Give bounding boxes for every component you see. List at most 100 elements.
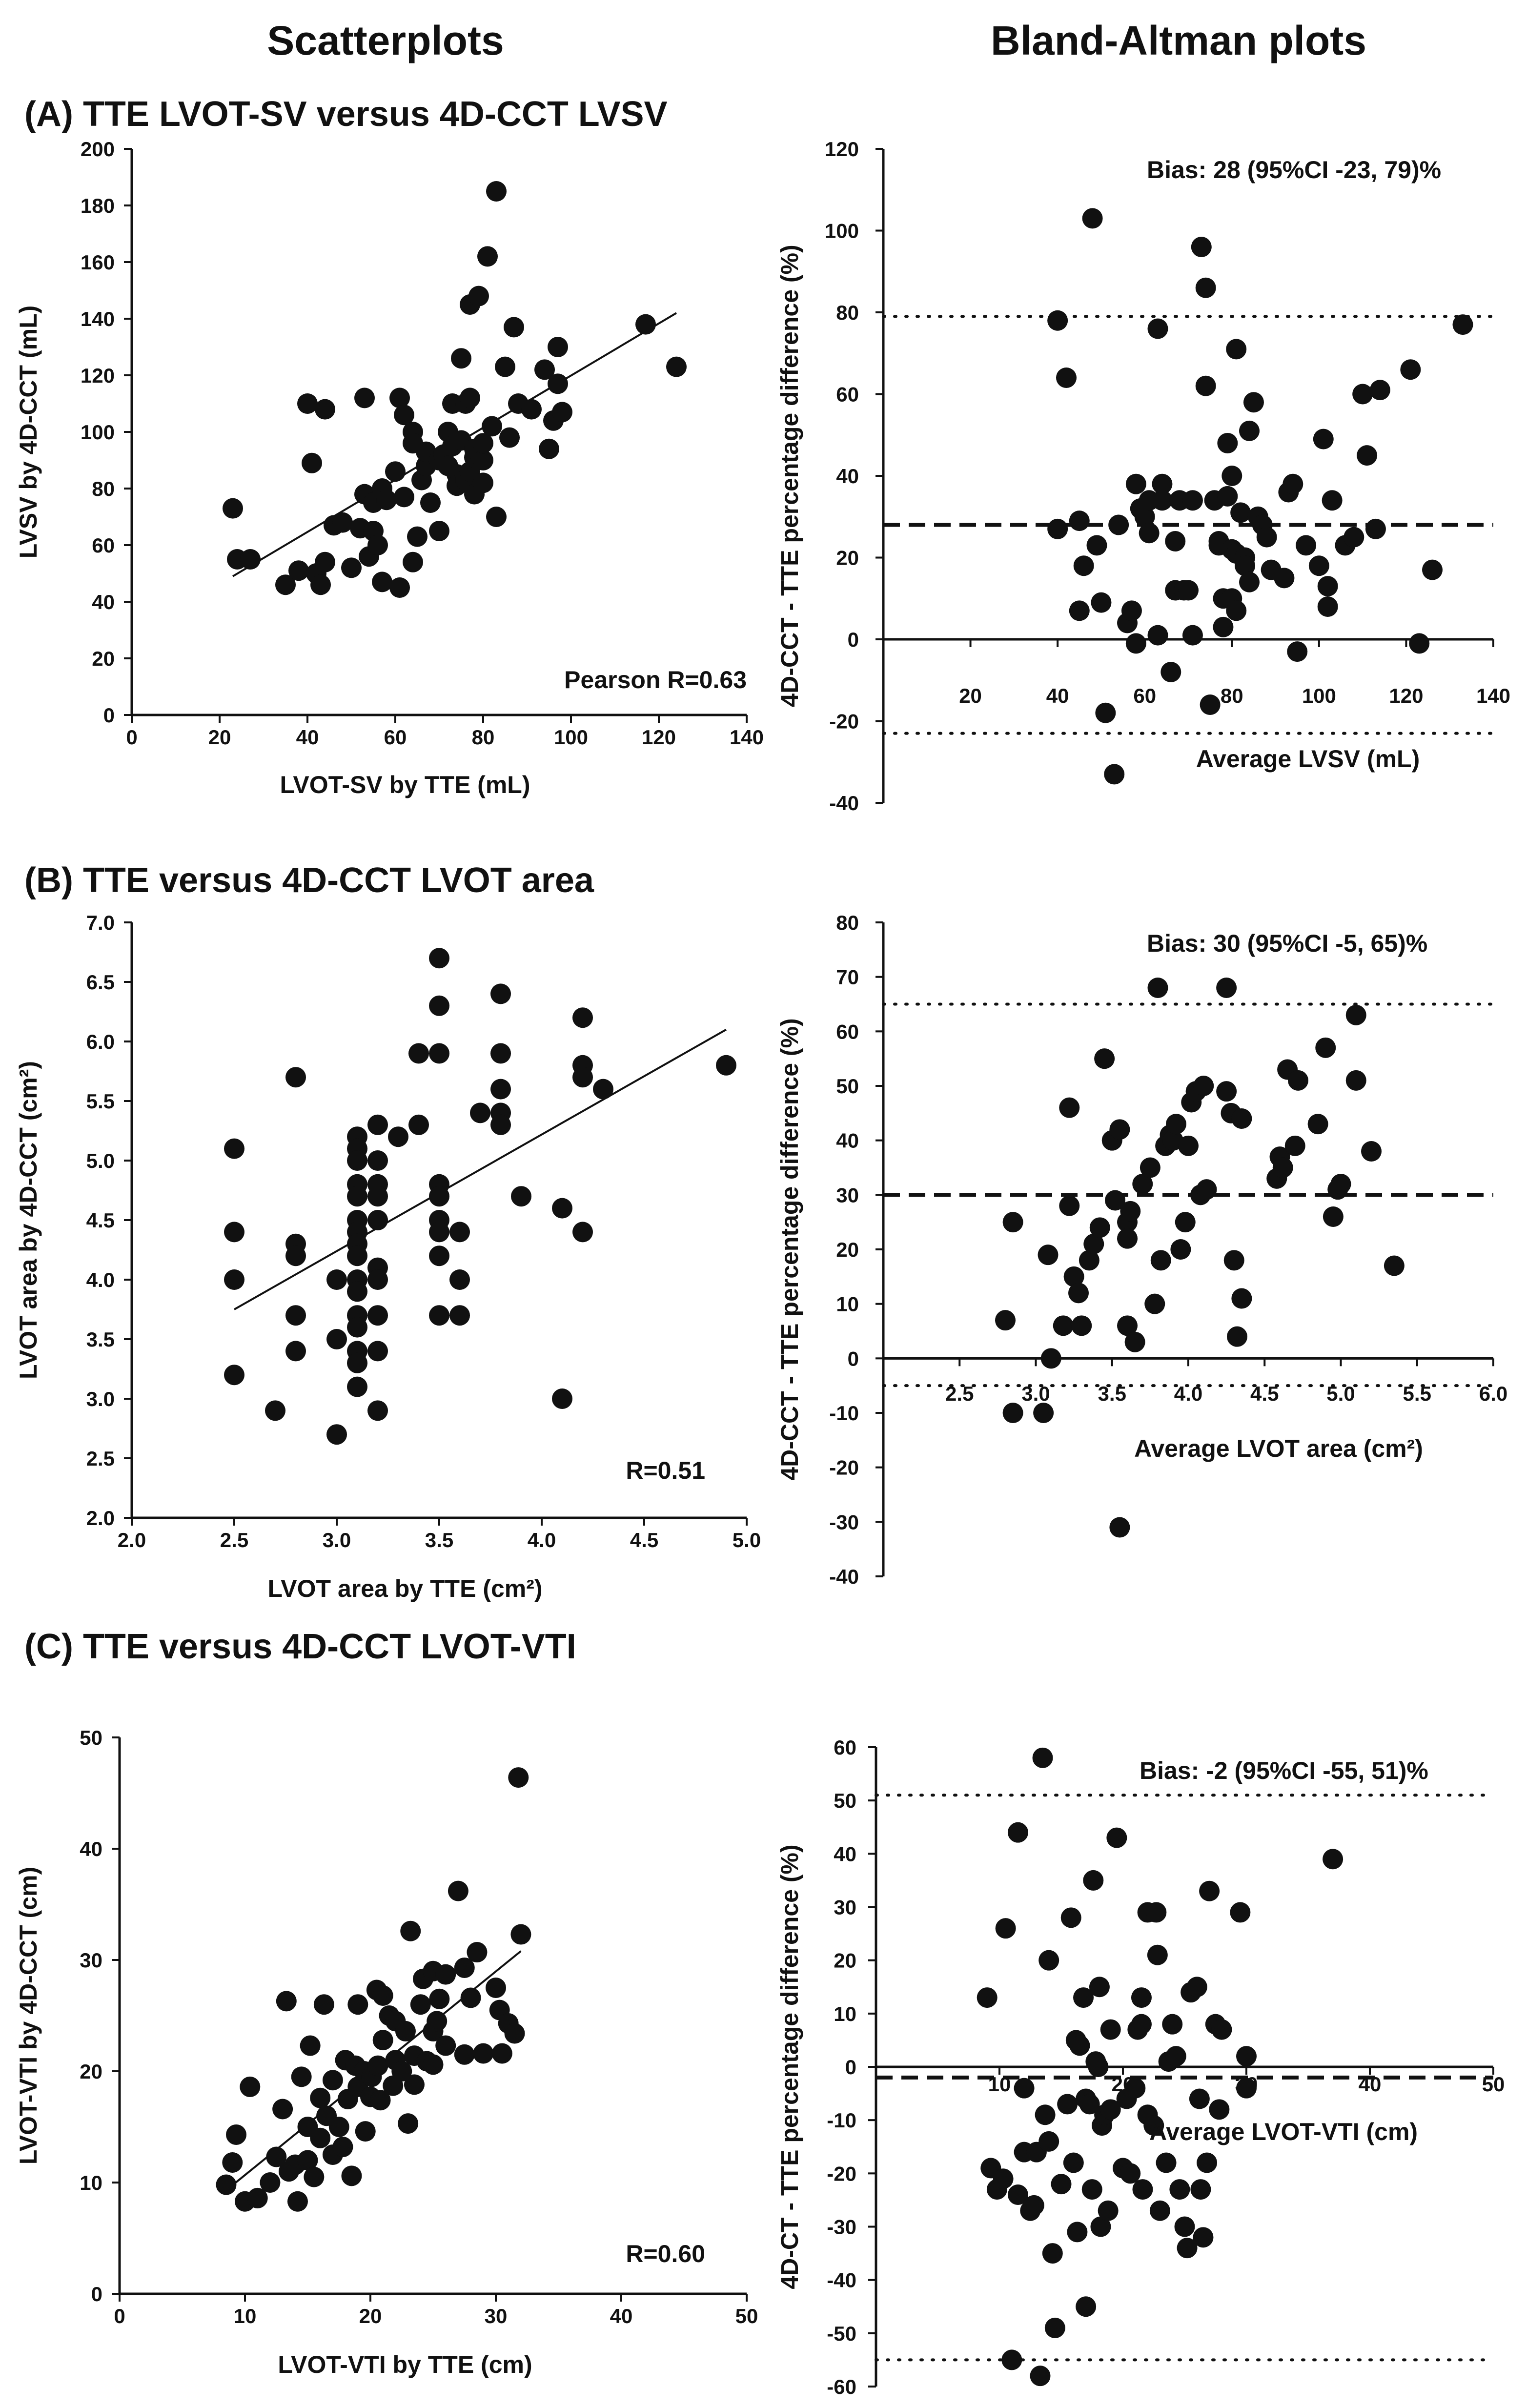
data-point [1211,2019,1232,2040]
data-point [473,472,493,493]
data-point [1239,571,1260,592]
data-point [1047,310,1068,331]
data-point [1079,1250,1099,1271]
data-point [1344,527,1364,548]
data-point [223,498,243,519]
x-tick-label: 140 [1476,684,1510,707]
data-point [347,1281,367,1302]
data-point [1083,1870,1104,1891]
data-point [572,1222,593,1243]
data-point [313,1994,334,2015]
data-point [1098,2200,1119,2221]
header-right-title: Bland-Altman plots [991,18,1366,63]
data-point [552,1388,572,1409]
data-point [1100,2099,1121,2120]
data-point [486,507,507,527]
y-tick-label: 50 [834,1789,856,1812]
y-tick-label: 2.5 [86,1447,115,1470]
y-tick-label: 120 [825,138,859,161]
data-point [508,1767,529,1788]
data-point [315,399,335,420]
data-point [372,1985,393,2006]
data-point [1095,702,1116,723]
y-tick-label: 2.0 [86,1507,115,1530]
data-point [398,2113,419,2134]
data-point [1014,2078,1035,2099]
data-point [473,2043,494,2064]
data-point [977,1987,998,2008]
data-point [1147,625,1168,646]
data-point [389,388,410,408]
data-point [367,1341,388,1362]
y-tick-label: 3.5 [86,1328,115,1351]
data-point [1288,1070,1308,1091]
data-point [1081,2179,1102,2200]
data-point [408,1043,429,1064]
data-point [1082,208,1103,229]
y-tick-label: 160 [81,251,115,274]
data-point [1178,1135,1199,1156]
data-point [1076,2296,1097,2317]
data-point [1223,1250,1244,1271]
x-tick-label: 30 [485,2305,508,2327]
data-point [347,1186,367,1207]
data-point [222,2152,243,2173]
y-tick-label: 70 [836,966,859,989]
data-point [1422,559,1443,580]
y-tick-label: -40 [829,1565,859,1588]
chart-annotation: Bias: -2 (95%CI -55, 51)% [1140,1757,1428,1784]
data-point [1067,2222,1088,2243]
y-tick-label: 140 [81,307,115,330]
data-point [354,388,375,408]
data-point [1117,1228,1138,1249]
data-point [429,1988,450,2009]
data-point [1090,2216,1111,2237]
x-tick-label: 2.0 [118,1529,146,1551]
data-point [468,286,489,306]
data-point [1069,2035,1090,2056]
data-point [1134,506,1155,527]
y-tick-label: -10 [827,2109,856,2132]
data-point [1197,2152,1218,2173]
data-point [376,490,397,510]
data-point [1189,2088,1210,2109]
data-point [1243,392,1264,413]
data-point [473,450,493,470]
data-point [1091,592,1112,613]
data-point [1051,2174,1072,2195]
y-tick-label: 20 [92,647,115,670]
x-tick-label: 60 [1133,684,1156,707]
y-axis-label: LVOT-VTI by 4D-CCT (cm) [15,1867,42,2164]
x-tick-label: 50 [735,2305,758,2327]
data-point [429,1043,449,1064]
data-point [482,416,502,437]
data-point [429,995,449,1016]
data-point [372,2030,393,2051]
y-tick-label: -30 [827,2216,856,2239]
data-point [1166,1114,1186,1135]
data-point [460,1987,481,2008]
data-point [1369,380,1390,401]
data-point [347,1352,367,1373]
data-point [1147,1944,1168,1965]
data-point [367,1400,388,1421]
data-point [477,246,498,267]
data-point [1150,1250,1171,1271]
x-tick-label: 60 [384,726,407,749]
data-point [1330,1174,1351,1194]
data-point [1196,1179,1217,1200]
data-point [1053,1315,1074,1336]
data-point [304,2166,325,2187]
data-point [372,571,392,592]
data-point [395,2020,416,2041]
y-tick-label: 10 [836,1293,859,1316]
x-tick-label: 3.0 [1021,1382,1050,1405]
data-point [1106,1827,1127,1848]
y-tick-label: 40 [92,591,115,613]
data-point [1071,1315,1092,1336]
y-tick-label: 4.0 [86,1268,115,1291]
data-point [326,1269,347,1290]
data-point [429,1305,449,1326]
x-tick-label: 4.0 [528,1529,556,1551]
data-point [1056,367,1077,388]
